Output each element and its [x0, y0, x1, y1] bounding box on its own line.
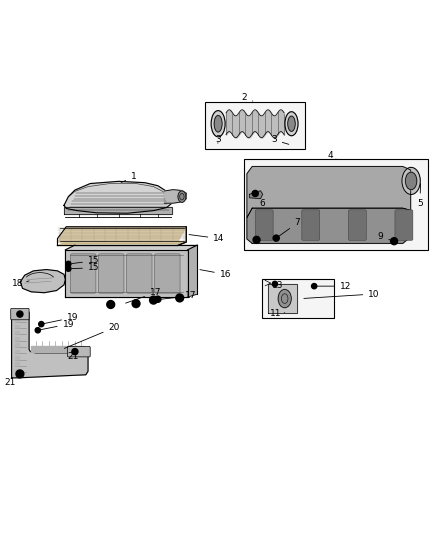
Circle shape	[176, 294, 184, 302]
Circle shape	[273, 235, 279, 241]
Circle shape	[72, 349, 78, 354]
Circle shape	[16, 370, 24, 378]
FancyBboxPatch shape	[99, 254, 124, 293]
Text: 20: 20	[64, 323, 120, 349]
Polygon shape	[12, 310, 88, 378]
FancyBboxPatch shape	[127, 254, 152, 293]
Text: 15: 15	[72, 256, 99, 265]
FancyBboxPatch shape	[348, 210, 366, 240]
Ellipse shape	[178, 191, 186, 203]
FancyBboxPatch shape	[71, 254, 96, 293]
Polygon shape	[20, 270, 65, 293]
Circle shape	[132, 300, 140, 308]
Text: 16: 16	[200, 270, 231, 279]
Polygon shape	[14, 356, 19, 360]
FancyBboxPatch shape	[67, 346, 90, 357]
Text: 21: 21	[67, 352, 78, 361]
Text: 11: 11	[270, 309, 285, 318]
Circle shape	[66, 261, 71, 266]
Polygon shape	[64, 207, 172, 214]
Polygon shape	[65, 245, 197, 250]
Circle shape	[252, 190, 258, 197]
Text: 6: 6	[255, 193, 265, 208]
Circle shape	[311, 284, 317, 289]
Text: 4: 4	[328, 151, 336, 160]
Circle shape	[391, 238, 398, 245]
Ellipse shape	[406, 172, 417, 190]
Polygon shape	[14, 331, 19, 334]
FancyBboxPatch shape	[255, 210, 273, 240]
FancyBboxPatch shape	[302, 210, 320, 240]
Ellipse shape	[278, 289, 291, 308]
Text: 17: 17	[156, 291, 196, 300]
Text: 5: 5	[417, 184, 423, 208]
Polygon shape	[268, 285, 297, 313]
Polygon shape	[14, 325, 19, 328]
Text: 18: 18	[12, 279, 29, 288]
Text: 7: 7	[279, 219, 300, 237]
Bar	[205, 102, 305, 149]
Ellipse shape	[285, 112, 298, 136]
Text: 8: 8	[257, 228, 269, 240]
Polygon shape	[65, 250, 187, 297]
Polygon shape	[64, 181, 172, 213]
Circle shape	[66, 266, 71, 271]
Polygon shape	[247, 208, 411, 244]
Polygon shape	[250, 191, 263, 199]
Ellipse shape	[288, 116, 295, 131]
Polygon shape	[247, 166, 411, 217]
Polygon shape	[14, 337, 19, 341]
Polygon shape	[14, 369, 19, 372]
Text: 21: 21	[5, 374, 20, 387]
Bar	[262, 279, 334, 318]
Polygon shape	[14, 343, 19, 347]
Polygon shape	[14, 350, 19, 353]
Text: 19: 19	[44, 313, 78, 324]
Text: 17: 17	[126, 288, 162, 303]
Text: 12: 12	[317, 281, 351, 290]
Text: 3: 3	[215, 135, 221, 144]
Polygon shape	[164, 190, 186, 203]
Text: 15: 15	[72, 263, 99, 272]
Circle shape	[272, 281, 278, 287]
Bar	[244, 159, 427, 250]
Circle shape	[150, 296, 157, 304]
FancyBboxPatch shape	[11, 309, 29, 320]
Text: 2: 2	[241, 93, 253, 102]
FancyBboxPatch shape	[155, 254, 180, 293]
Polygon shape	[57, 227, 186, 242]
Circle shape	[253, 236, 260, 244]
Text: 14: 14	[189, 234, 225, 243]
Polygon shape	[57, 242, 186, 246]
Ellipse shape	[211, 111, 225, 137]
Text: 19: 19	[41, 320, 74, 330]
Circle shape	[155, 296, 161, 302]
Polygon shape	[187, 245, 197, 297]
Circle shape	[35, 328, 40, 333]
Circle shape	[17, 311, 23, 317]
Polygon shape	[14, 318, 19, 322]
Text: 9: 9	[378, 232, 392, 241]
Ellipse shape	[402, 167, 420, 195]
Text: 3: 3	[271, 135, 289, 144]
Polygon shape	[14, 312, 19, 316]
FancyBboxPatch shape	[395, 210, 413, 240]
Text: 10: 10	[304, 289, 380, 298]
Circle shape	[107, 301, 115, 309]
Ellipse shape	[214, 116, 222, 132]
Text: 13: 13	[272, 281, 284, 290]
Circle shape	[39, 321, 44, 327]
Polygon shape	[31, 346, 84, 352]
Text: 1: 1	[121, 173, 137, 182]
Polygon shape	[14, 362, 19, 366]
